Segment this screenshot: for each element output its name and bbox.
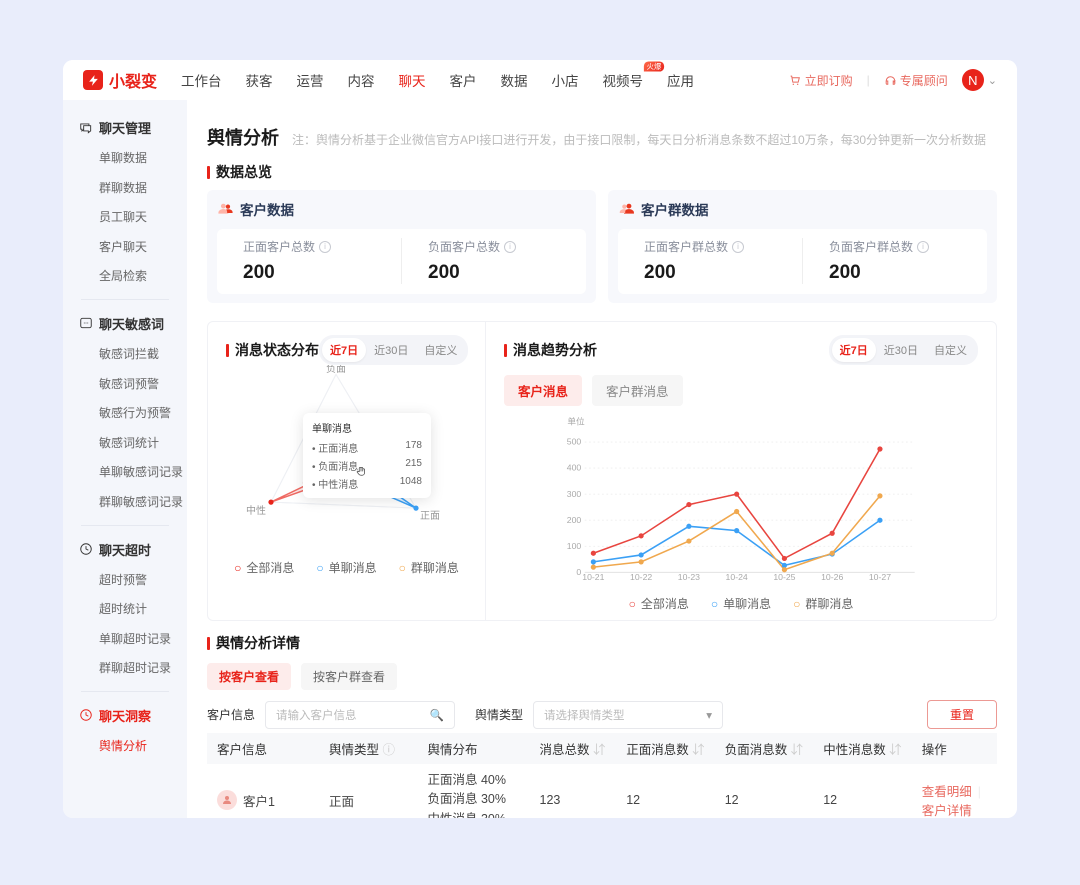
svg-text:单位: 单位 xyxy=(567,416,585,427)
svg-text:0: 0 xyxy=(576,567,581,577)
svg-text:正面: 正面 xyxy=(420,511,440,522)
svg-text:300: 300 xyxy=(567,489,582,499)
svg-text:10-22: 10-22 xyxy=(630,572,652,581)
svg-text:10-26: 10-26 xyxy=(821,572,843,581)
svg-text:100: 100 xyxy=(567,541,582,551)
svg-text:中性: 中性 xyxy=(246,504,266,517)
svg-text:500: 500 xyxy=(567,437,582,447)
svg-text:10-27: 10-27 xyxy=(869,572,891,581)
svg-text:400: 400 xyxy=(567,463,582,473)
svg-text:200: 200 xyxy=(567,515,582,525)
svg-text:10-23: 10-23 xyxy=(678,572,700,581)
svg-text:负面: 负面 xyxy=(326,365,346,375)
svg-text:10-25: 10-25 xyxy=(773,572,795,581)
svg-text:10-21: 10-21 xyxy=(582,572,604,581)
svg-text:10-24: 10-24 xyxy=(726,572,748,581)
